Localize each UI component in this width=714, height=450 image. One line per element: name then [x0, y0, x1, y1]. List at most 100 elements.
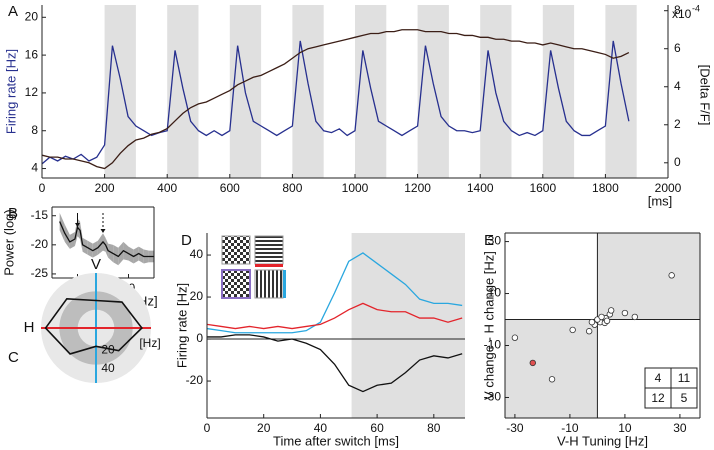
series-line: [41, 29, 630, 170]
error-band: [108, 243, 114, 263]
x-axis-label: Time after switch [ms]: [273, 433, 399, 448]
series-line: [59, 221, 154, 258]
y2-multiplier-exponent: -4: [692, 3, 700, 13]
x-tick-label: 20: [257, 421, 271, 435]
y2-tick-label: 4: [674, 79, 681, 93]
x-tick-label: 1600: [529, 181, 556, 195]
y-tick-label: 30: [488, 234, 502, 248]
x-tick-label: 80: [427, 421, 441, 435]
y-tick-label: -20: [31, 237, 49, 251]
x-tick-label: -30: [506, 421, 524, 435]
data-point: [585, 328, 593, 335]
x-tick-label: 600: [220, 181, 240, 195]
y-tick-label: 40: [190, 247, 204, 261]
data-point: [511, 334, 519, 341]
x-axis-label: [ms]: [648, 193, 673, 208]
data-point: [598, 313, 605, 321]
stimulus-icon: [221, 235, 251, 265]
x-tick-label: 1200: [404, 181, 431, 195]
y-tick-label: 16: [25, 47, 39, 61]
stimulus-icon: [254, 269, 284, 299]
y-tick-label: -30: [484, 390, 502, 404]
x-axis-label: V-H Tuning [Hz]: [557, 433, 648, 448]
x-tick-label: 200: [95, 181, 115, 195]
series-line: [206, 302, 463, 330]
h-label: H: [24, 319, 35, 336]
y-tick-label: 4: [31, 161, 38, 175]
y-axis-label: V change - H change [Hz]: [481, 251, 496, 400]
panel-letter: A: [8, 3, 18, 20]
x-tick-label: 30: [673, 421, 687, 435]
panel-letter: D: [181, 232, 192, 249]
error-band: [123, 241, 129, 261]
panel-letter: E: [484, 232, 494, 249]
y-tick-label: -20: [186, 373, 204, 387]
stimulus-period: [355, 5, 387, 178]
r-tick-label: 40: [101, 361, 115, 375]
x-tick-label: 0: [204, 421, 211, 435]
shaded-region: [351, 233, 465, 418]
stimulus-inset: [221, 235, 286, 299]
stimulus-underline: [255, 264, 283, 267]
data-point: [631, 313, 639, 321]
x-tick-label: 60: [370, 421, 384, 435]
stimulus-period: [417, 5, 449, 178]
data-point: [529, 359, 536, 367]
data-point: [607, 307, 615, 314]
x-tick-label: 800: [282, 181, 302, 195]
shaded-quadrant: [505, 319, 598, 418]
tuning-polygon: [44, 298, 143, 355]
y2-tick-label: 0: [674, 155, 681, 169]
count-cell: 4: [655, 371, 662, 385]
stimulus-sidebar: [283, 270, 286, 298]
v-label: V: [91, 256, 101, 273]
y-tick-label: -15: [31, 208, 49, 222]
y-axis-label: Power (log): [1, 209, 16, 275]
data-point: [603, 317, 611, 325]
y-tick-label: 10: [488, 286, 502, 300]
stimulus-period: [292, 5, 324, 178]
y-tick-label: -10: [484, 338, 502, 352]
stimulus-period: [542, 5, 575, 178]
x-tick-label: 40: [314, 421, 328, 435]
data-point: [668, 272, 675, 279]
y-axis-label: Firing rate [Hz]: [174, 283, 189, 368]
stimulus-icon: [254, 235, 284, 265]
series-line: [206, 252, 463, 334]
r-unit-label: [Hz]: [139, 336, 160, 350]
stimulus-period: [167, 5, 199, 178]
count-cell: 5: [681, 391, 688, 405]
y2-tick-label: 6: [674, 41, 681, 55]
count-cell: 12: [651, 391, 665, 405]
y-tick-label: 20: [190, 289, 204, 303]
y-tick-label: -25: [31, 266, 49, 280]
x-tick-label: 10: [618, 421, 632, 435]
data-point: [588, 318, 596, 326]
y2-tick-label: 8: [674, 3, 681, 17]
y-axis-label: Firing rate [Hz]: [3, 49, 18, 134]
arrow-head: [75, 223, 80, 227]
x-tick-label: 1800: [592, 181, 619, 195]
count-cell: 11: [678, 371, 691, 385]
x-tick-label: -10: [561, 421, 579, 435]
panel-letter: B: [8, 205, 18, 222]
x-tick-label: 2000: [655, 181, 682, 195]
series-line: [41, 40, 630, 165]
stimulus-icon: [221, 269, 251, 299]
y2-axis-label: [Delta F/F]: [698, 65, 713, 126]
y-tick-label: 8: [31, 123, 38, 137]
panels: 0 200 400 600 800 1000 1200 1400 1600 1800 2000481…: [1, 3, 712, 449]
y-tick-label: 20: [25, 9, 39, 23]
y2-tick-label: 2: [674, 117, 681, 131]
stimulus-period: [605, 5, 637, 178]
stimulus-period: [104, 5, 136, 178]
y2-multiplier: x10: [672, 7, 692, 21]
panel-letter: C: [8, 349, 19, 366]
x-tick-label: 1400: [467, 181, 494, 195]
y-tick-label: 12: [25, 85, 39, 99]
x-tick-label: 1000: [342, 181, 369, 195]
x-tick-label: 400: [157, 181, 177, 195]
data-point: [621, 309, 629, 317]
